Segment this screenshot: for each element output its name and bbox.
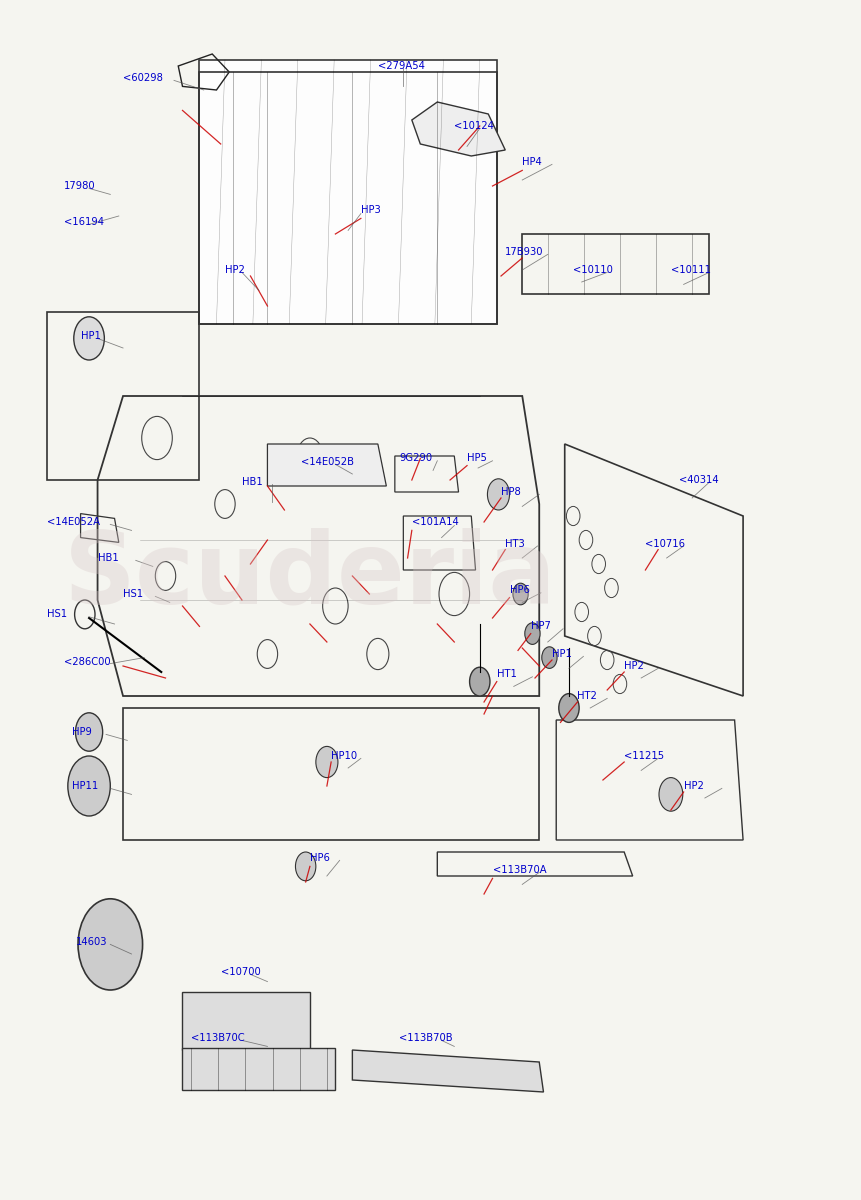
Text: <113B70B: <113B70B	[399, 1033, 452, 1043]
Text: HT1: HT1	[496, 670, 516, 679]
Text: Scuderia: Scuderia	[64, 528, 555, 624]
Text: <10110: <10110	[573, 265, 612, 275]
Text: HT3: HT3	[505, 539, 524, 548]
Circle shape	[74, 317, 104, 360]
FancyBboxPatch shape	[183, 1048, 335, 1090]
Polygon shape	[412, 102, 505, 156]
Text: HP2: HP2	[225, 265, 245, 275]
Text: <14E052B: <14E052B	[301, 457, 354, 467]
Text: <11215: <11215	[623, 751, 664, 761]
Text: HP6: HP6	[509, 586, 529, 595]
Circle shape	[315, 746, 338, 778]
Text: <279A54: <279A54	[377, 61, 424, 71]
Text: HP7: HP7	[530, 622, 550, 631]
Text: 14603: 14603	[77, 937, 108, 947]
Text: HP2: HP2	[683, 781, 703, 791]
Circle shape	[295, 852, 315, 881]
Text: HP10: HP10	[331, 751, 356, 761]
Text: 17B930: 17B930	[505, 247, 543, 257]
Circle shape	[76, 713, 102, 751]
Text: HP9: HP9	[72, 727, 92, 737]
FancyBboxPatch shape	[183, 992, 310, 1050]
Text: HT2: HT2	[577, 691, 597, 701]
Circle shape	[558, 694, 579, 722]
Text: <101A14: <101A14	[412, 517, 458, 527]
Text: <14E052A: <14E052A	[46, 517, 100, 527]
Circle shape	[469, 667, 489, 696]
Polygon shape	[267, 444, 386, 486]
Text: HP1: HP1	[551, 649, 571, 659]
Text: HB1: HB1	[97, 553, 118, 563]
Text: <113B70A: <113B70A	[492, 865, 546, 875]
Circle shape	[542, 647, 556, 668]
Text: HP11: HP11	[72, 781, 98, 791]
Circle shape	[78, 899, 142, 990]
Polygon shape	[352, 1050, 542, 1092]
Text: <60298: <60298	[123, 73, 163, 83]
Text: <10111: <10111	[670, 265, 710, 275]
Text: <10716: <10716	[645, 539, 684, 548]
Text: <16194: <16194	[64, 217, 103, 227]
Text: HP6: HP6	[310, 853, 330, 863]
Circle shape	[658, 778, 682, 811]
Text: <10700: <10700	[220, 967, 260, 977]
Text: HP5: HP5	[467, 454, 486, 463]
Text: 17980: 17980	[64, 181, 95, 191]
Text: <113B70C: <113B70C	[191, 1033, 245, 1043]
Text: HP4: HP4	[522, 157, 542, 167]
FancyBboxPatch shape	[199, 60, 496, 324]
Text: <40314: <40314	[678, 475, 718, 485]
Text: HP8: HP8	[500, 487, 520, 497]
Text: 9G290: 9G290	[399, 454, 431, 463]
Text: HP1: HP1	[80, 331, 101, 341]
Circle shape	[524, 623, 540, 644]
Circle shape	[68, 756, 110, 816]
Text: HS1: HS1	[123, 589, 143, 599]
Text: <10124: <10124	[454, 121, 493, 131]
Circle shape	[486, 479, 509, 510]
Circle shape	[512, 583, 528, 605]
Text: HS1: HS1	[46, 610, 66, 619]
Text: HP3: HP3	[361, 205, 381, 215]
Text: <286C00: <286C00	[64, 658, 110, 667]
Text: HP2: HP2	[623, 661, 643, 671]
Text: HB1: HB1	[242, 478, 263, 487]
